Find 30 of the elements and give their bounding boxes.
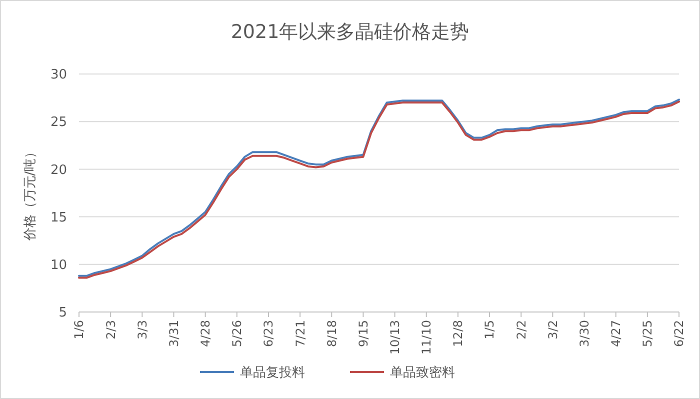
chart-title: 2021年以来多晶硅价格走势 [230, 21, 470, 43]
x-tick-label: 5/26 [230, 320, 244, 347]
x-tick-label: 6/22 [672, 320, 686, 347]
x-tick-label: 3/2 [546, 320, 560, 340]
y-tick-label: 5 [58, 306, 67, 321]
x-tick-label: 7/21 [293, 320, 308, 347]
legend-label: 单品复投料 [240, 366, 305, 381]
x-tick-label: 6/23 [262, 320, 276, 347]
y-axis-title: 价格（万元/吨） [23, 145, 38, 242]
x-tick-label: 9/15 [356, 320, 370, 347]
legend-label: 单品致密料 [390, 366, 455, 381]
x-tick-label: 1/6 [72, 320, 86, 340]
x-tick-label: 2/3 [104, 320, 118, 340]
y-tick-label: 10 [50, 258, 67, 273]
x-tick-label: 3/31 [166, 320, 181, 347]
y-tick-label: 30 [50, 68, 67, 83]
x-tick-label: 4/28 [198, 320, 213, 347]
x-tick-label: 3/3 [135, 320, 150, 340]
x-tick-label: 5/25 [640, 320, 655, 347]
x-tick-label: 8/18 [324, 320, 339, 347]
x-tick-label: 11/10 [420, 320, 434, 355]
x-tick-label: 10/13 [388, 320, 402, 355]
x-tick-label: 3/30 [577, 320, 592, 347]
x-tick-label: 4/27 [609, 320, 624, 347]
x-tick-label: 2/2 [514, 320, 528, 340]
x-tick-label: 12/8 [451, 320, 466, 347]
y-tick-label: 20 [50, 162, 67, 178]
x-tick-label: 1/5 [482, 320, 497, 340]
y-tick-label: 15 [50, 210, 67, 226]
y-tick-label: 25 [50, 115, 67, 130]
